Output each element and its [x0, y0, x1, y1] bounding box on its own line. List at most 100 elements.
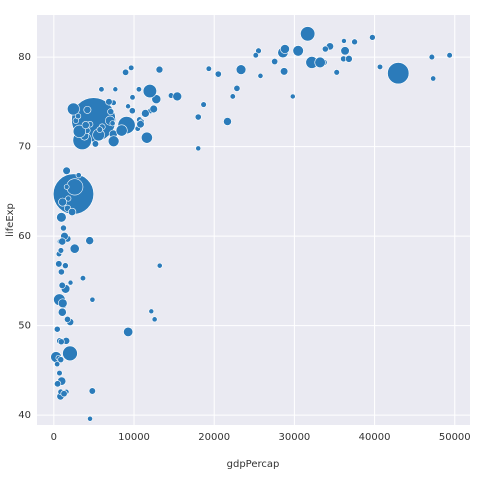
bubble	[428, 53, 435, 61]
bubble	[63, 184, 70, 190]
bubble	[57, 268, 65, 276]
bubble	[109, 120, 116, 127]
bubble	[141, 109, 150, 118]
x-tick-label: 50000	[439, 432, 471, 443]
bubble	[60, 390, 68, 398]
bubble	[57, 247, 65, 254]
bubble	[105, 98, 113, 106]
y-axis-label: lifeExp	[5, 203, 16, 237]
bubble	[75, 172, 82, 179]
bubble	[252, 52, 259, 59]
bubble	[53, 325, 61, 333]
bubble	[321, 45, 329, 53]
bubble	[128, 64, 135, 71]
x-tick-label: 20000	[198, 432, 230, 443]
bubble	[91, 140, 100, 148]
bubble	[223, 117, 232, 126]
bubble	[257, 72, 264, 79]
bubble	[195, 145, 202, 152]
bubble	[151, 94, 162, 105]
bubble	[65, 195, 72, 202]
bubble	[205, 65, 212, 72]
bubble	[83, 105, 92, 114]
bubble	[56, 369, 63, 377]
bubble	[340, 46, 350, 56]
bubble	[57, 356, 65, 364]
bubble	[68, 207, 77, 217]
x-tick-label: 0	[51, 432, 57, 443]
bubble	[67, 279, 74, 286]
bubble	[129, 94, 136, 101]
bubble	[125, 103, 131, 110]
bubble	[289, 93, 296, 100]
x-axis-label: gdpPercap	[227, 459, 280, 470]
y-tick-label: 50	[18, 321, 31, 332]
bubble	[194, 113, 202, 121]
bubble	[128, 107, 136, 115]
bubble	[149, 104, 158, 114]
bubble	[351, 38, 358, 46]
bubble	[85, 236, 95, 245]
bubble	[430, 75, 437, 82]
bubble	[58, 281, 66, 289]
bubble	[135, 86, 142, 93]
bubble	[115, 124, 128, 137]
bubble	[142, 84, 157, 99]
bubble	[69, 243, 80, 254]
bubble	[140, 131, 153, 144]
bubble	[54, 361, 61, 368]
bubble	[112, 86, 119, 93]
bubble	[156, 262, 163, 269]
bubble	[314, 56, 326, 69]
bubble	[271, 58, 279, 66]
bubble	[55, 260, 63, 268]
bubble	[81, 121, 90, 130]
bubble	[333, 69, 340, 76]
bubble	[300, 26, 316, 42]
bubble	[122, 68, 130, 76]
bubble	[200, 101, 207, 108]
bubble	[75, 113, 82, 120]
bubble	[57, 338, 65, 346]
y-tick-label: 40	[18, 410, 31, 421]
bubble	[96, 126, 104, 133]
bubble	[107, 135, 120, 147]
bubble	[148, 308, 155, 315]
y-tick-label: 80	[18, 52, 31, 63]
bubble	[62, 345, 78, 362]
bubble	[233, 84, 241, 92]
bubble	[235, 64, 247, 75]
bubble	[280, 44, 290, 54]
bubble	[151, 316, 158, 323]
bubble	[79, 275, 87, 282]
bubble	[89, 296, 96, 303]
bubble	[229, 93, 236, 100]
bubble	[345, 55, 353, 63]
bubble	[172, 91, 183, 102]
bubble	[136, 120, 145, 129]
x-tick-label: 30000	[278, 432, 310, 443]
y-tick-label: 70	[18, 142, 31, 153]
bubble	[64, 315, 71, 323]
bubble	[87, 415, 93, 422]
bubble	[255, 47, 262, 55]
bubble	[54, 380, 62, 388]
x-tick-label: 10000	[118, 432, 150, 443]
bubble	[56, 212, 67, 223]
bubble	[98, 86, 105, 93]
bubble	[88, 387, 96, 395]
bubble	[123, 326, 134, 337]
bubble	[58, 237, 67, 246]
bubble	[60, 224, 67, 232]
bubble	[292, 45, 304, 57]
bubble	[387, 62, 410, 85]
y-tick-label: 60	[18, 231, 31, 242]
bubble	[279, 67, 289, 76]
bubble	[376, 63, 384, 71]
bubble	[67, 102, 80, 116]
bubble	[62, 166, 71, 175]
bubble	[446, 52, 453, 59]
bubble	[214, 70, 222, 78]
bubble	[58, 197, 67, 207]
